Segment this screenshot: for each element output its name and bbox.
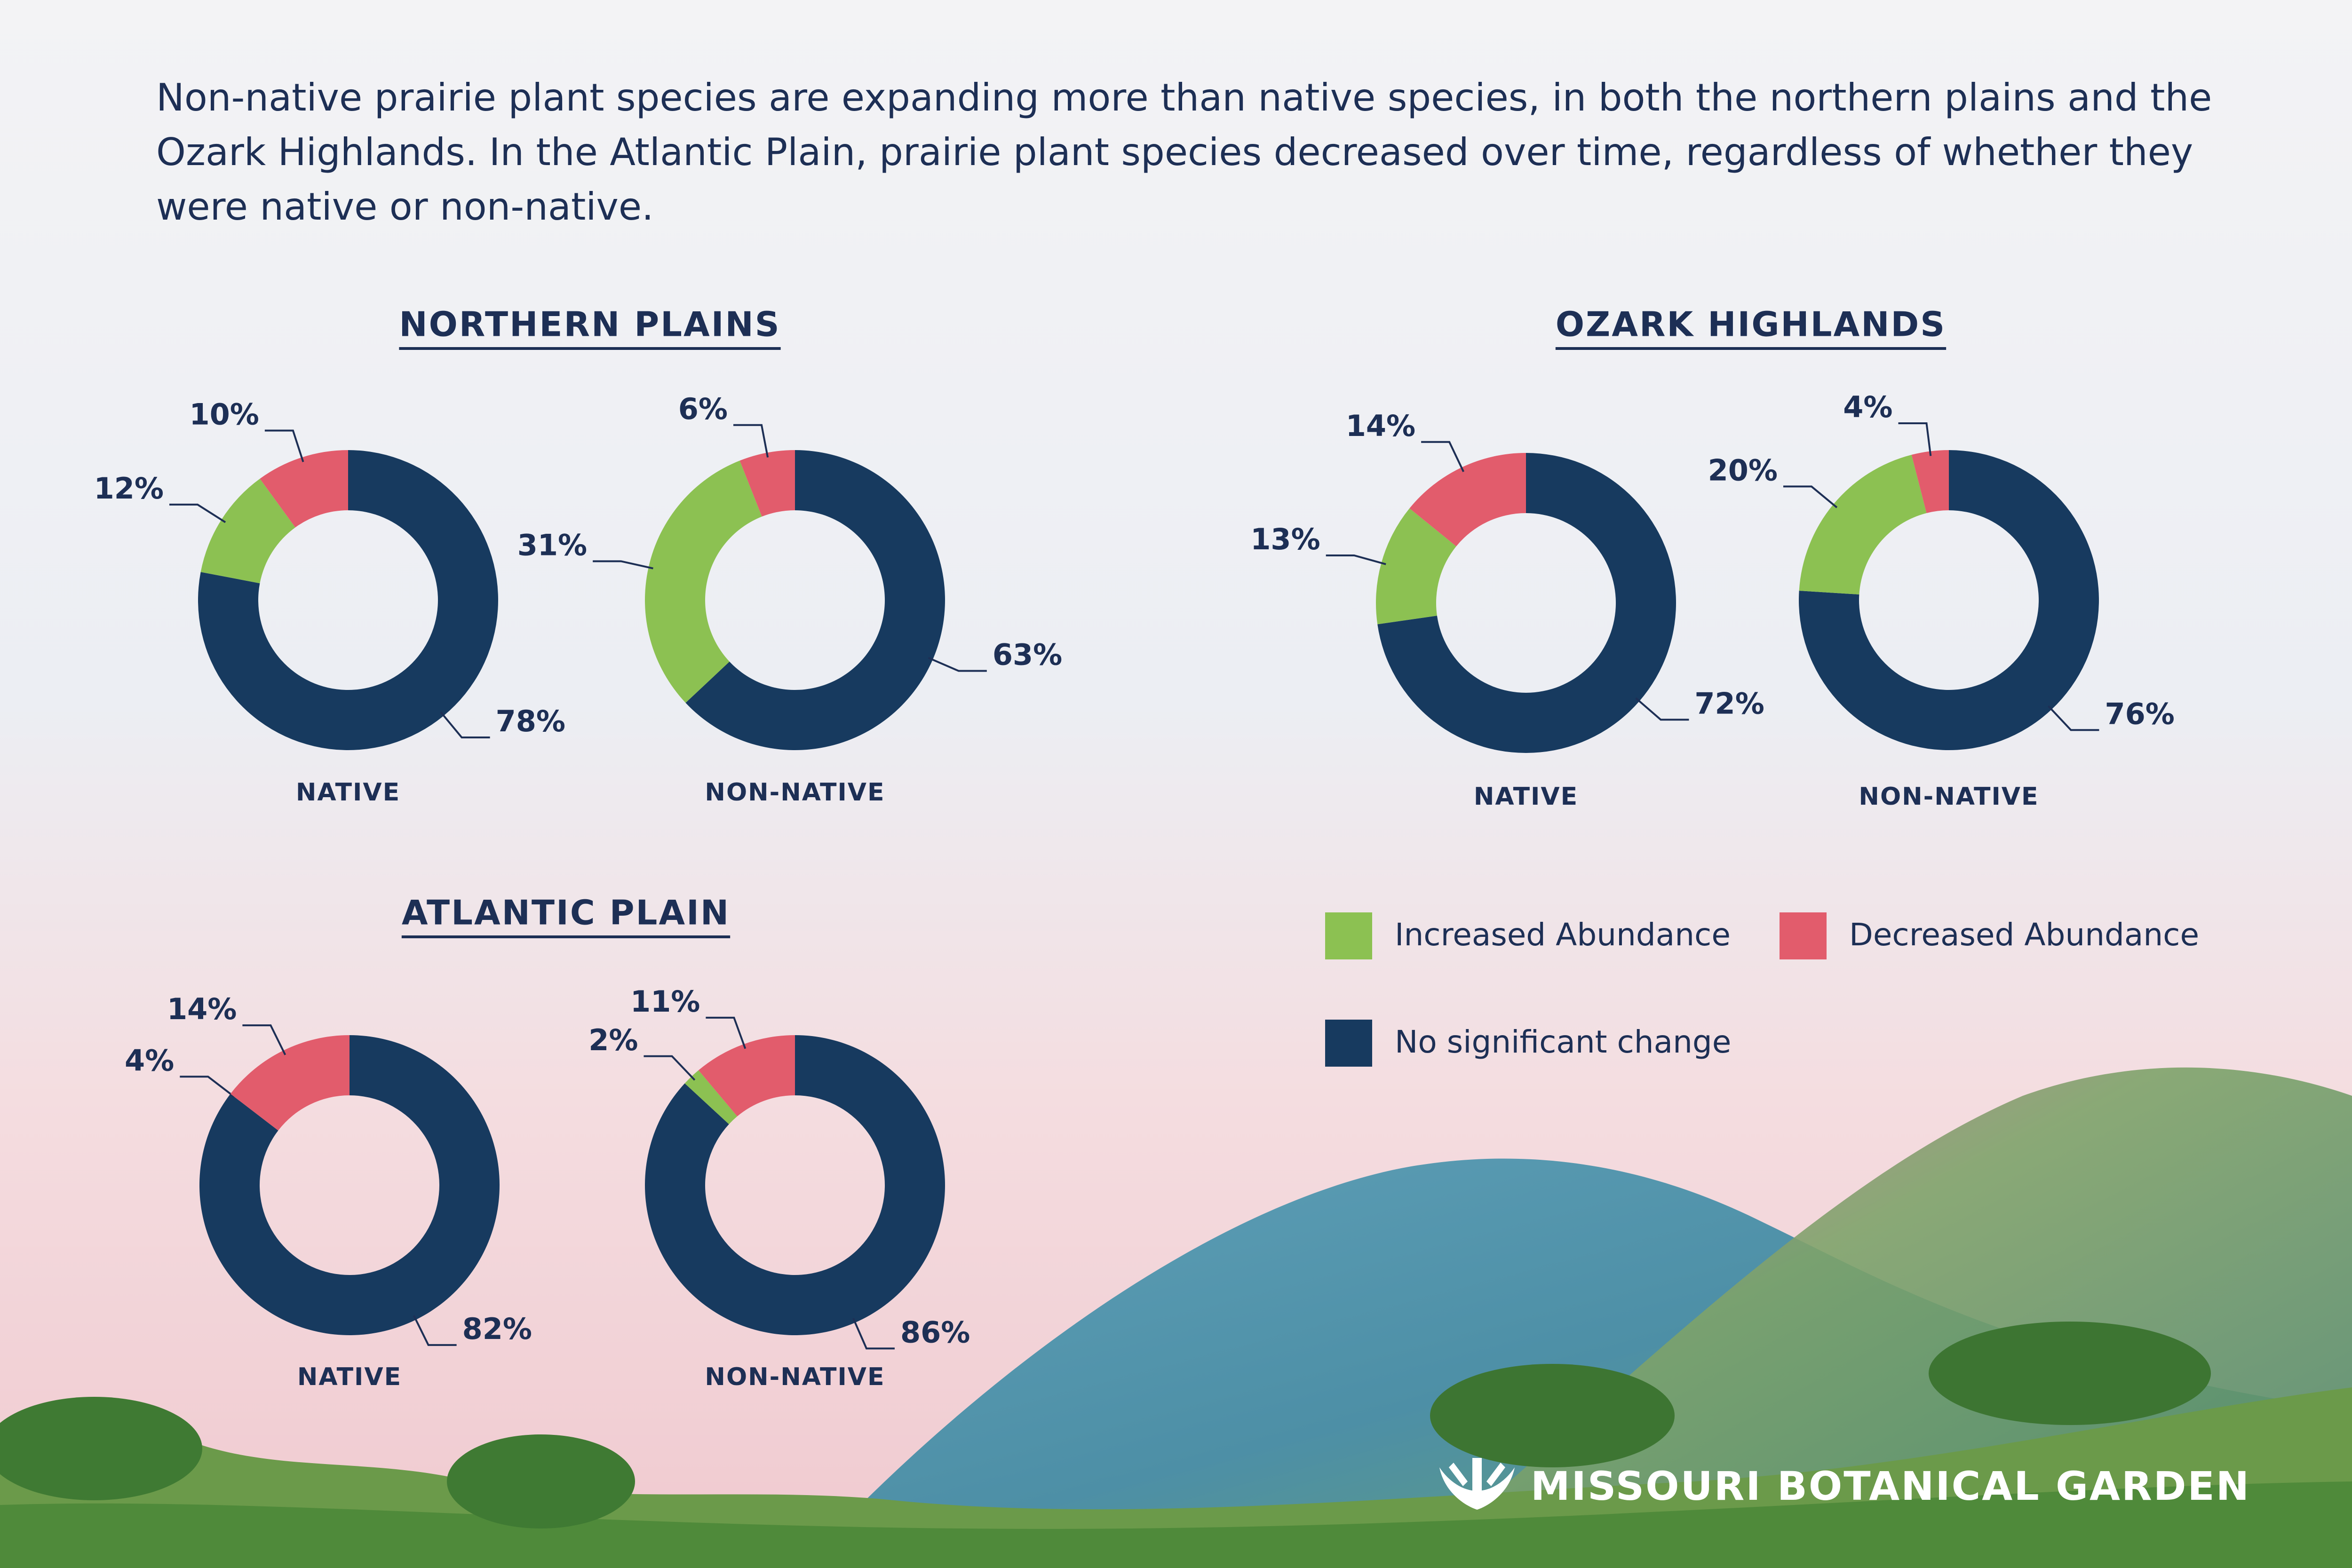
- category-label: NATIVE: [297, 1363, 402, 1391]
- value-label: 11%: [630, 984, 700, 1019]
- donut-segment: [1409, 453, 1526, 546]
- leader-line: [1421, 441, 1464, 472]
- region-title: ATLANTIC PLAIN: [402, 893, 730, 933]
- donut-segment: [1377, 453, 1676, 753]
- grass: [0, 1481, 2352, 1568]
- value-label: 14%: [167, 992, 237, 1026]
- donut-segment: [644, 1035, 945, 1335]
- value-label: 31%: [517, 528, 587, 562]
- value-label: 86%: [900, 1315, 970, 1349]
- leader-line: [1898, 422, 1932, 456]
- donut-segment: [645, 460, 762, 703]
- leader-line: [1635, 697, 1689, 721]
- value-label: 6%: [678, 392, 728, 426]
- category-label: NON-NATIVE: [705, 1363, 885, 1391]
- category-label: NON-NATIVE: [705, 778, 885, 807]
- value-label: 20%: [1708, 453, 1778, 488]
- value-label: 14%: [1346, 409, 1415, 443]
- description: Non-native prairie plant species are exp…: [156, 76, 2212, 229]
- tree: [1430, 1364, 1675, 1467]
- value-label: 10%: [189, 397, 259, 432]
- donut-segment: [685, 450, 945, 750]
- leader-line: [1783, 485, 1838, 508]
- donut-segment: [230, 1035, 350, 1131]
- leader-line: [2048, 705, 2099, 731]
- donut-segment: [260, 450, 348, 528]
- logo: [1439, 1458, 1515, 1510]
- donut-segment: [684, 1070, 738, 1125]
- legend-label: Increased Abundance: [1395, 917, 1731, 953]
- donut-segment: [1799, 450, 2099, 750]
- tree: [0, 1397, 202, 1500]
- donut-segment: [1376, 508, 1456, 625]
- leader-line: [169, 503, 226, 523]
- value-label: 4%: [125, 1043, 174, 1077]
- region-title: NORTHERN PLAINS: [399, 305, 780, 344]
- leader-line: [413, 1315, 457, 1346]
- legend-swatch: [1780, 912, 1827, 959]
- legend-swatch: [1325, 912, 1372, 959]
- category-label: NON-NATIVE: [1859, 783, 2039, 811]
- value-label: 4%: [1843, 390, 1892, 424]
- leader-line: [242, 1024, 286, 1055]
- tree: [1929, 1322, 2211, 1425]
- value-label: 63%: [993, 638, 1062, 672]
- leader-line: [852, 1318, 895, 1350]
- legend-label: Decreased Abundance: [1849, 917, 2199, 953]
- donut-segment: [698, 1035, 795, 1117]
- category-label: NATIVE: [1474, 783, 1578, 811]
- legend-label: No significant change: [1395, 1024, 1731, 1060]
- leader-line: [264, 429, 304, 462]
- leader-line: [928, 657, 987, 672]
- value-label: 13%: [1250, 522, 1320, 556]
- donut-segment: [200, 478, 295, 584]
- donut-segment: [199, 1035, 500, 1335]
- legend-swatch: [1325, 1020, 1372, 1067]
- leader-line: [1326, 554, 1386, 565]
- value-label: 2%: [588, 1023, 638, 1057]
- donut-segment: [198, 450, 498, 750]
- value-label: 78%: [496, 704, 565, 738]
- tree: [447, 1434, 635, 1528]
- donut-segment: [1911, 450, 1949, 514]
- leader-line: [733, 424, 769, 458]
- value-label: 82%: [462, 1312, 532, 1346]
- value-label: 72%: [1694, 686, 1764, 721]
- footer: MISSOURI BOTANICAL GARDEN: [1531, 1463, 2250, 1509]
- leader-line: [593, 560, 653, 570]
- value-label: 12%: [94, 471, 164, 506]
- leader-line: [440, 711, 490, 739]
- region-title: OZARK HIGHLANDS: [1556, 305, 1946, 344]
- leader-line: [644, 1055, 696, 1081]
- value-label: 76%: [2105, 697, 2174, 731]
- donut-segment: [1799, 455, 1927, 595]
- leader-line: [706, 1016, 747, 1049]
- donut-segment: [739, 450, 795, 517]
- leader-line: [180, 1076, 235, 1098]
- category-label: NATIVE: [296, 778, 400, 807]
